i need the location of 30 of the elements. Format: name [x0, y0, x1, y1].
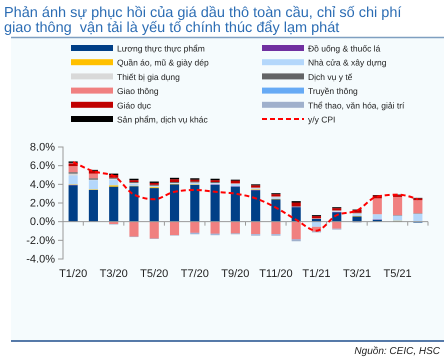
x-tick-label: T1/20: [59, 268, 88, 280]
legend-label: Truyền thông: [308, 86, 358, 96]
x-tick-label: T11/20: [259, 268, 293, 280]
legend-label: Sản phẩm, dịch vụ khác: [117, 114, 208, 124]
legend-label: Thể thao, văn hóa, giải trí: [308, 100, 406, 110]
legend-label: Quần áo, mũ & giày dép: [117, 58, 209, 68]
y-tick-label: 8.0%: [30, 142, 56, 154]
legend-label: Nhà cửa & xây dựng: [308, 58, 387, 68]
x-tick-label: T9/20: [221, 268, 250, 280]
x-tick-label: T3/20: [100, 268, 128, 280]
legend-label: y/y CPI: [308, 114, 336, 124]
chart-title: Phản ánh sự phục hồi của giá dầu thô toàn cầu, chỉ số chi phí giao thông vận tải là yếu tố chính thúc đẩy lạm phát: [4, 5, 402, 36]
y-tick-label: -4.0%: [26, 254, 56, 266]
x-tick-label: T1/21: [302, 268, 331, 280]
x-tick-label: T5/20: [140, 268, 168, 280]
text: Nguồn: CEIC, HSC: [354, 346, 441, 357]
y-tick-label: 6.0%: [30, 160, 56, 172]
legend-label: Đồ uống & thuốc lá: [308, 44, 381, 54]
legend-label: Dịch vụ y tế: [308, 72, 353, 82]
legend-label: Giáo dục: [117, 100, 152, 110]
x-tick-label: T5/21: [384, 268, 412, 280]
x-tick-label: T7/20: [180, 268, 209, 280]
y-tick-label: 0.0%: [30, 216, 56, 228]
legend-label: Thiết bị gia dụng: [117, 72, 180, 82]
legend-label: Lương thực thực phẩm: [117, 44, 205, 54]
y-tick-label: -2.0%: [26, 234, 56, 247]
y-tick-label: 2.0%: [30, 198, 56, 210]
y-tick-label: 4.0%: [30, 178, 56, 191]
legend-label: Giao thông: [117, 86, 159, 96]
x-tick-label: T3/21: [342, 268, 372, 280]
